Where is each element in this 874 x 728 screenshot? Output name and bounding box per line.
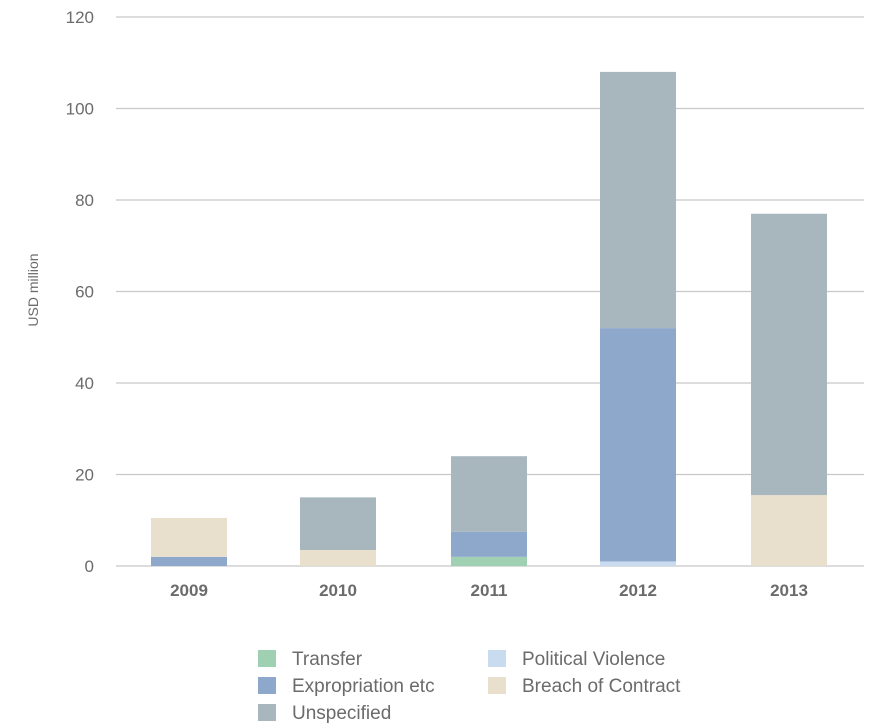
legend-swatch: [488, 677, 506, 694]
x-tick-label: 2013: [770, 581, 808, 600]
y-tick-label: 60: [75, 283, 94, 302]
bar-segment-2013-breach-of-contract: [751, 495, 827, 566]
legend-label: Expropriation etc: [292, 676, 435, 697]
y-tick-label: 20: [75, 466, 94, 485]
legend-item-unspecified: Unspecified: [258, 703, 391, 724]
bar-segment-2011-transfer: [451, 556, 527, 566]
legend-swatch: [258, 704, 276, 721]
y-axis-ticks: 0 20 40 60 80 100 120: [66, 8, 94, 576]
bar-segment-2012-political-violence: [600, 561, 676, 566]
legend-label: Breach of Contract: [522, 676, 681, 697]
x-tick-label: 2011: [471, 581, 508, 600]
legend-swatch: [258, 650, 276, 667]
x-axis-labels: 2009 2010 2011 2012 2013: [170, 581, 808, 600]
y-tick-label: 120: [66, 8, 94, 27]
legend-swatch: [258, 677, 276, 694]
bar-segment-2012-expropriation-etc: [600, 328, 676, 562]
bar-segment-2012-unspecified: [600, 71, 676, 329]
x-tick-label: 2012: [619, 581, 657, 600]
y-tick-label: 100: [66, 100, 94, 119]
legend-swatch: [488, 650, 506, 667]
y-tick-label: 0: [85, 557, 94, 576]
y-tick-label: 40: [75, 374, 94, 393]
x-tick-label: 2010: [319, 581, 357, 600]
legend-item-political-violence: Political Violence: [488, 649, 665, 670]
y-tick-label: 80: [75, 191, 94, 210]
bar-segment-2009-expropriation-etc: [151, 556, 227, 566]
bar-segment-2009-breach-of-contract: [151, 517, 227, 557]
legend-label: Unspecified: [292, 703, 391, 724]
legend: Transfer Political Violence Expropriation …: [258, 649, 681, 724]
legend-label: Political Violence: [522, 649, 665, 670]
bar-segment-2013-unspecified: [751, 213, 827, 496]
x-tick-label: 2009: [170, 581, 208, 600]
legend-item-breach-of-contract: Breach of Contract: [488, 676, 681, 697]
legend-label: Transfer: [292, 649, 363, 670]
bar-segment-2010-breach-of-contract: [300, 549, 376, 566]
legend-item-expropriation-etc: Expropriation etc: [258, 676, 435, 697]
bar-segment-2011-unspecified: [451, 456, 527, 532]
bar-segment-2011-expropriation-etc: [451, 531, 527, 557]
bar-segment-2010-unspecified: [300, 497, 376, 550]
y-axis-title: USD million: [25, 253, 41, 326]
legend-item-transfer: Transfer: [258, 649, 363, 670]
bars: [151, 71, 827, 566]
gridlines: [116, 16, 864, 567]
